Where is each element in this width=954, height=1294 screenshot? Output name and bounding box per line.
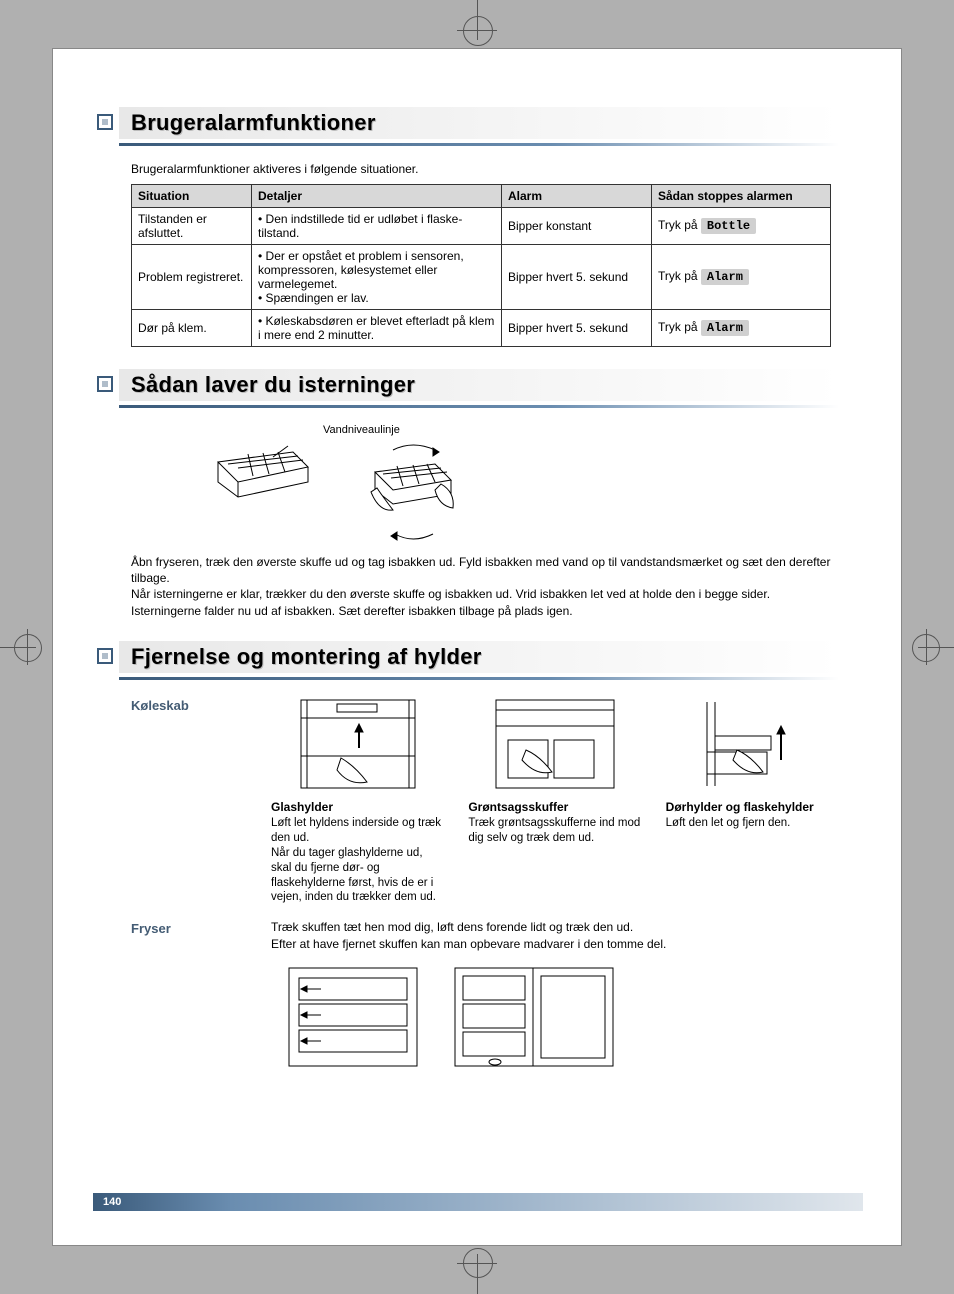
alarm-table: Situation Detaljer Alarm Sådan stoppes a… bbox=[131, 184, 831, 347]
freezer-empty-icon bbox=[449, 962, 619, 1072]
bullet-icon bbox=[93, 107, 119, 139]
content-area: Brugeralarmfunktioner Brugeralarmfunktio… bbox=[53, 49, 901, 1102]
water-level-label: Vandniveaulinje bbox=[323, 424, 839, 436]
section-underline bbox=[119, 405, 839, 408]
col-title: Dørhylder og flaskehylder bbox=[666, 800, 839, 814]
cell-situation: Problem registreret. bbox=[132, 245, 252, 310]
cell-alarm: Bipper hvert 5. sekund bbox=[502, 245, 652, 310]
th-alarm: Alarm bbox=[502, 185, 652, 208]
door-shelf-icon bbox=[697, 696, 807, 792]
section1-header: Brugeralarmfunktioner bbox=[93, 107, 839, 139]
section2-title: Sådan laver du isterninger bbox=[119, 369, 839, 401]
th-situation: Situation bbox=[132, 185, 252, 208]
table-row: Dør på klem. Køleskabsdøren er blevet ef… bbox=[132, 310, 831, 347]
page-number-bar: 140 bbox=[93, 1193, 863, 1211]
shelf-col-glass: Glashylder Løft let hyldens inderside og… bbox=[271, 696, 444, 906]
ice-tray-fill-icon bbox=[213, 442, 313, 522]
th-details: Detaljer bbox=[252, 185, 502, 208]
page-number: 140 bbox=[103, 1196, 121, 1208]
freezer-text: Træk skuffen tæt hen mod dig, løft dens … bbox=[271, 919, 839, 951]
button-pill: Alarm bbox=[701, 269, 749, 285]
glass-shelf-icon bbox=[293, 696, 423, 792]
table-row: Tilstanden er afsluttet. Den indstillede… bbox=[132, 208, 831, 245]
bullet-icon bbox=[93, 369, 119, 401]
col-title: Grøntsagsskuffer bbox=[468, 800, 641, 814]
section3-header: Fjernelse og montering af hylder bbox=[93, 641, 839, 673]
button-pill: Alarm bbox=[701, 320, 749, 336]
section1-title: Brugeralarmfunktioner bbox=[119, 107, 839, 139]
section-underline bbox=[119, 677, 839, 680]
fridge-label: Køleskab bbox=[131, 696, 271, 906]
section2-body: Åbn fryseren, træk den øverste skuffe ud… bbox=[131, 554, 839, 619]
ice-figures bbox=[213, 442, 839, 542]
veg-drawer-icon bbox=[490, 696, 620, 792]
page: Brugeralarmfunktioner Brugeralarmfunktio… bbox=[52, 48, 902, 1246]
fridge-row: Køleskab bbox=[131, 696, 839, 906]
table-header-row: Situation Detaljer Alarm Sådan stoppes a… bbox=[132, 185, 831, 208]
cell-stop: Tryk på Alarm bbox=[652, 310, 831, 347]
col-text: Løft den let og fjern den. bbox=[666, 816, 839, 831]
button-pill: Bottle bbox=[701, 218, 756, 234]
col-text: Træk grøntsagsskufferne ind mod dig selv… bbox=[468, 816, 641, 846]
cell-details: Køleskabsdøren er blevet efterladt på kl… bbox=[252, 310, 502, 347]
cell-situation: Tilstanden er afsluttet. bbox=[132, 208, 252, 245]
section-underline bbox=[119, 143, 839, 146]
section3-title: Fjernelse og montering af hylder bbox=[119, 641, 839, 673]
shelf-col-veg: Grøntsagsskuffer Træk grøntsagsskufferne… bbox=[468, 696, 641, 906]
section1-intro: Brugeralarmfunktioner aktiveres i følgen… bbox=[131, 162, 839, 176]
cell-stop: Tryk på Bottle bbox=[652, 208, 831, 245]
table-row: Problem registreret. Der er opstået et p… bbox=[132, 245, 831, 310]
ice-tray-twist-icon bbox=[363, 442, 463, 542]
th-stop: Sådan stoppes alarmen bbox=[652, 185, 831, 208]
freezer-row: Fryser Træk skuffen tæt hen mod dig, løf… bbox=[131, 919, 839, 1071]
cell-alarm: Bipper hvert 5. sekund bbox=[502, 310, 652, 347]
cell-details: Der er opstået et problem i sensoren, ko… bbox=[252, 245, 502, 310]
cell-alarm: Bipper konstant bbox=[502, 208, 652, 245]
freezer-label: Fryser bbox=[131, 919, 271, 1071]
cell-situation: Dør på klem. bbox=[132, 310, 252, 347]
cell-stop: Tryk på Alarm bbox=[652, 245, 831, 310]
section2-header: Sådan laver du isterninger bbox=[93, 369, 839, 401]
freezer-drawer-remove-icon bbox=[271, 962, 421, 1072]
shelf-col-door: Dørhylder og flaskehylder Løft den let o… bbox=[666, 696, 839, 906]
col-title: Glashylder bbox=[271, 800, 444, 814]
col-text: Løft let hyldens inderside og træk den u… bbox=[271, 816, 444, 906]
bullet-icon bbox=[93, 641, 119, 673]
cell-details: Den indstillede tid er udløbet i flaske-… bbox=[252, 208, 502, 245]
